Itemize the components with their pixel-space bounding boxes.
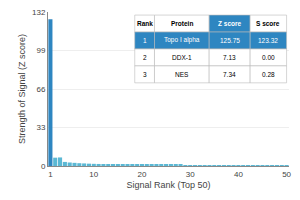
svg-text:DDX-1: DDX-1 xyxy=(172,54,192,61)
svg-text:0.28: 0.28 xyxy=(262,71,275,78)
svg-text:S score: S score xyxy=(256,20,280,27)
svg-text:7.34: 7.34 xyxy=(223,71,236,78)
svg-text:30: 30 xyxy=(186,170,195,179)
svg-text:Protein: Protein xyxy=(171,20,193,27)
svg-text:0.00: 0.00 xyxy=(262,54,275,61)
svg-text:1: 1 xyxy=(143,37,147,44)
svg-text:99: 99 xyxy=(36,46,45,55)
svg-text:7.13: 7.13 xyxy=(223,54,236,61)
svg-text:132: 132 xyxy=(32,8,46,17)
svg-text:66: 66 xyxy=(36,85,45,94)
svg-text:33: 33 xyxy=(36,123,45,132)
svg-text:50: 50 xyxy=(282,170,291,179)
svg-text:123.32: 123.32 xyxy=(258,37,278,44)
svg-text:Strength of Signal (Z score): Strength of Signal (Z score) xyxy=(17,34,27,144)
svg-text:Rank: Rank xyxy=(137,20,153,27)
svg-text:125.75: 125.75 xyxy=(220,37,240,44)
svg-text:NES: NES xyxy=(175,71,189,78)
svg-text:Signal Rank (Top 50): Signal Rank (Top 50) xyxy=(126,180,210,190)
svg-text:Topo I alpha: Topo I alpha xyxy=(164,36,200,44)
svg-text:20: 20 xyxy=(138,170,147,179)
svg-text:Z score: Z score xyxy=(218,20,242,27)
svg-text:0: 0 xyxy=(41,162,46,171)
svg-text:1: 1 xyxy=(48,170,53,179)
svg-text:3: 3 xyxy=(143,71,147,78)
svg-text:40: 40 xyxy=(234,170,243,179)
svg-text:2: 2 xyxy=(143,54,147,61)
svg-text:10: 10 xyxy=(89,170,98,179)
